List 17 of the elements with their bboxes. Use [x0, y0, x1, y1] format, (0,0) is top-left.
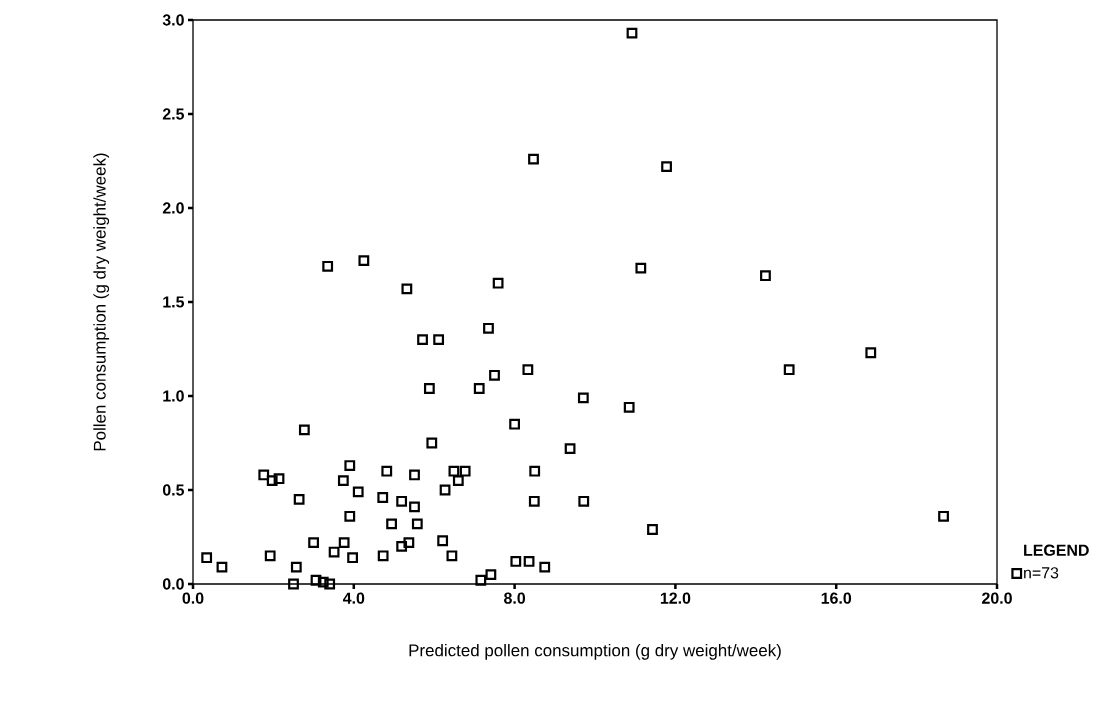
y-axis-title: Pollen consumption (g dry weight/week): [93, 153, 110, 451]
x-tick-label: 16.0: [821, 592, 852, 604]
y-tick-label: 3.0: [162, 14, 184, 26]
x-tick-label: 8.0: [504, 592, 526, 604]
y-tick-label: 0.0: [162, 578, 184, 590]
y-tick-label: 0.5: [162, 484, 185, 496]
x-axis-title: Predicted pollen consumption (g dry weight/week): [409, 643, 781, 660]
legend-label: n=73: [1024, 567, 1059, 579]
y-tick-label: 1.0: [163, 390, 184, 402]
x-tick-label: 20.0: [982, 592, 1012, 604]
x-tick-label: 0.0: [182, 592, 204, 604]
y-tick-label: 2.5: [162, 108, 185, 120]
x-tick-label: 12.0: [660, 592, 691, 604]
y-tick-label: 2.0: [162, 202, 184, 214]
x-tick-label: 4.0: [342, 592, 365, 604]
y-tick-label: 1.5: [163, 296, 185, 308]
legend-title: LEGEND: [1024, 544, 1089, 556]
